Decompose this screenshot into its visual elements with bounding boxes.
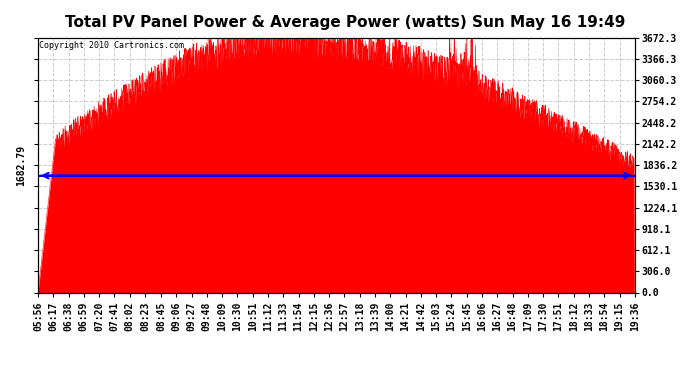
Text: Total PV Panel Power & Average Power (watts) Sun May 16 19:49: Total PV Panel Power & Average Power (wa… [65,15,625,30]
Text: Copyright 2010 Cartronics.com: Copyright 2010 Cartronics.com [39,41,184,50]
Y-axis label: 1682.79: 1682.79 [16,144,26,186]
